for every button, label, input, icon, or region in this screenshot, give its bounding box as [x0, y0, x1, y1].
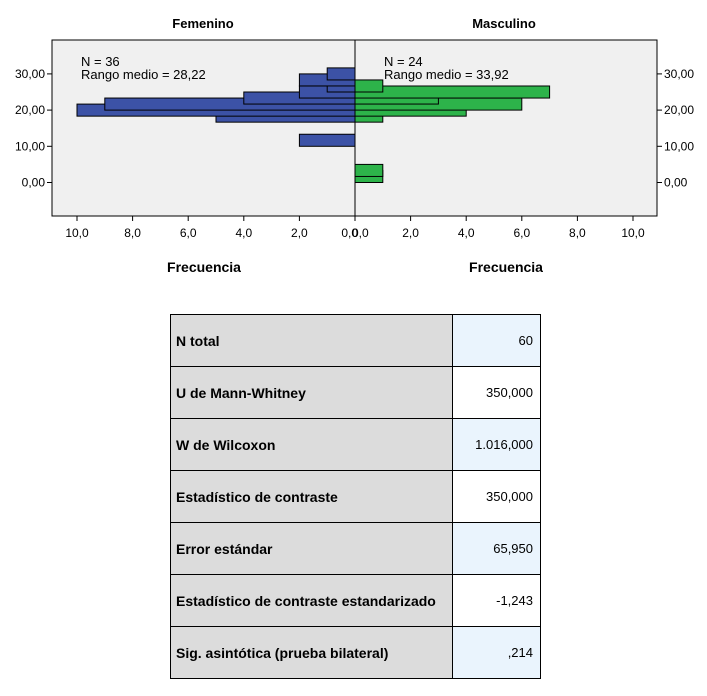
annotation-n-masculino: N = 24 — [384, 54, 423, 69]
annotation-n-femenino: N = 36 — [81, 54, 120, 69]
y-tick-label-right: 30,00 — [664, 67, 694, 81]
x-axis-title-femenino: Frecuencia — [167, 259, 241, 275]
x-tick-label-femenino: 0,0 — [341, 226, 358, 240]
table-row: U de Mann-Whitney 350,000 — [170, 366, 541, 419]
row-value-test-statistic: 350,000 — [452, 470, 541, 523]
x-tick-label-masculino: 8,0 — [569, 226, 586, 240]
x-tick-label-femenino: 10,0 — [65, 226, 89, 240]
table-row: N total 60 — [170, 314, 541, 367]
row-value-n-total: 60 — [452, 314, 541, 367]
row-value-asymptotic-sig: ,214 — [452, 626, 541, 679]
x-axis-title-masculino: Frecuencia — [469, 259, 543, 275]
table-row: Error estándar 65,950 — [170, 522, 541, 575]
population-pyramid-chart: 0,00 0,00 10,00 10,00 20,00 20,00 30,00 30,00 10… — [15, 16, 694, 275]
row-value-standard-error: 65,950 — [452, 522, 541, 575]
x-tick-label-masculino: 6,0 — [513, 226, 530, 240]
annotation-rank-femenino: Rango medio = 28,22 — [81, 67, 206, 82]
panel-title-femenino: Femenino — [172, 16, 233, 31]
x-tick-label-femenino: 4,0 — [235, 226, 252, 240]
x-tick-label-femenino: 6,0 — [180, 226, 197, 240]
x-tick-label-masculino: 10,0 — [621, 226, 645, 240]
row-label-standard-error: Error estándar — [170, 522, 453, 575]
bar-femenino — [326, 67, 356, 81]
row-label-mann-whitney: U de Mann-Whitney — [170, 366, 453, 419]
table-row: Estadístico de contraste estandarizado -… — [170, 574, 541, 627]
x-tick-label-masculino: 4,0 — [458, 226, 475, 240]
row-label-standardized-statistic: Estadístico de contraste estandarizado — [170, 574, 453, 627]
x-tick-label-femenino: 8,0 — [124, 226, 141, 240]
x-tick-label-femenino: 2,0 — [291, 226, 308, 240]
axes-group: 0,00 0,00 10,00 10,00 20,00 20,00 30,00 30,00 10… — [15, 67, 694, 240]
row-label-asymptotic-sig: Sig. asintótica (prueba bilateral) — [170, 626, 453, 679]
table-row: Estadístico de contraste 350,000 — [170, 470, 541, 523]
x-tick-label-masculino: 0,0 — [352, 226, 369, 240]
row-value-standardized-statistic: -1,243 — [452, 574, 541, 627]
row-value-mann-whitney: 350,000 — [452, 366, 541, 419]
annotation-rank-masculino: Rango medio = 33,92 — [384, 67, 509, 82]
y-tick-label-left: 10,00 — [15, 139, 45, 153]
y-tick-label-right: 10,00 — [664, 139, 694, 153]
panel-title-masculino: Masculino — [472, 16, 536, 31]
x-tick-label-masculino: 2,0 — [402, 226, 419, 240]
y-tick-label-left: 0,00 — [22, 176, 46, 190]
row-label-test-statistic: Estadístico de contraste — [170, 470, 453, 523]
y-tick-label-left: 30,00 — [15, 67, 45, 81]
bar-femenino — [298, 133, 356, 147]
y-tick-label-right: 0,00 — [664, 176, 688, 190]
row-value-wilcoxon: 1.016,000 — [452, 418, 541, 471]
table-row: W de Wilcoxon 1.016,000 — [170, 418, 541, 471]
y-tick-label-right: 20,00 — [664, 103, 694, 117]
table-row: Sig. asintótica (prueba bilateral) ,214 — [170, 626, 541, 679]
row-label-n-total: N total — [170, 314, 453, 367]
row-label-wilcoxon: W de Wilcoxon — [170, 418, 453, 471]
bar-masculino — [354, 79, 384, 93]
bar-masculino — [354, 85, 551, 99]
y-tick-label-left: 20,00 — [15, 103, 45, 117]
bar-masculino — [354, 163, 384, 177]
test-summary-table: N total 60 U de Mann-Whitney 350,000 W d… — [170, 314, 541, 679]
